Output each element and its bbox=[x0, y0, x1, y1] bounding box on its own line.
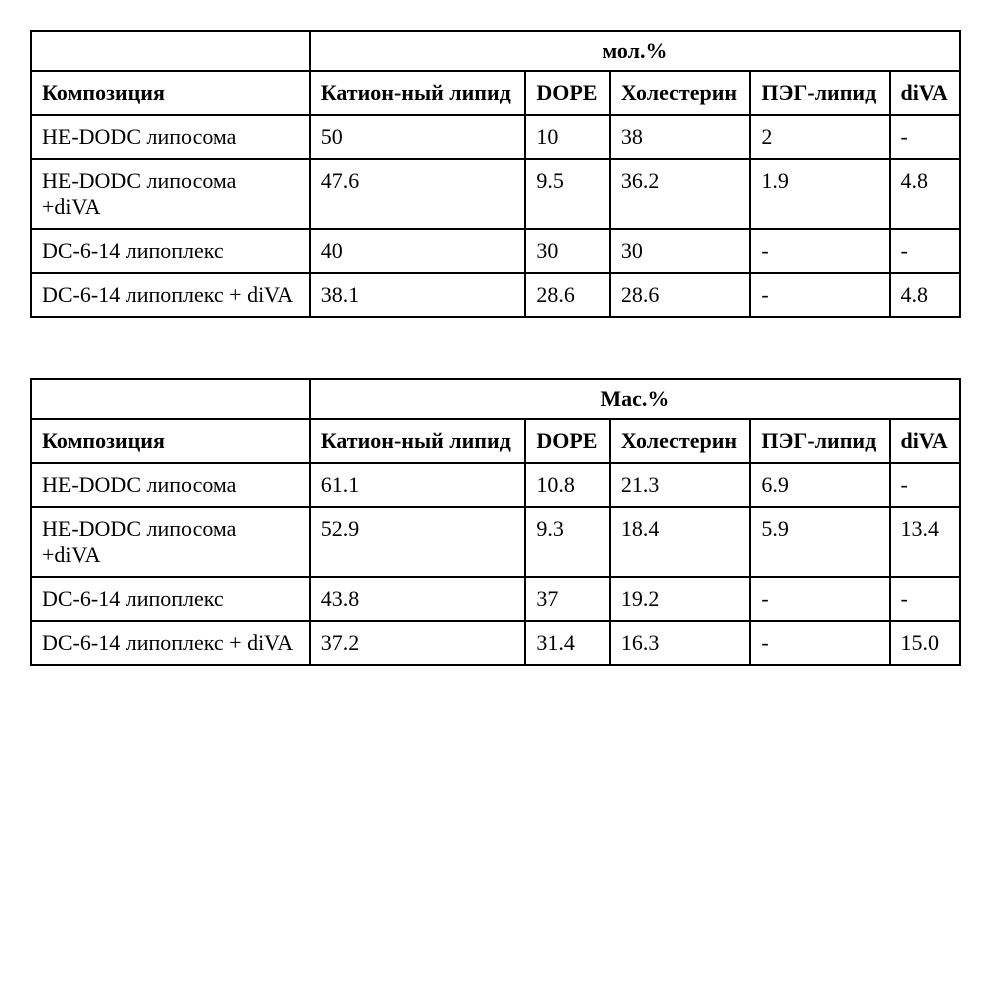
table-row: HE-DODC липосома +diVA 52.9 9.3 18.4 5.9… bbox=[31, 507, 960, 577]
cell: 28.6 bbox=[610, 273, 751, 317]
cell: DC-6-14 липоплекс bbox=[31, 229, 310, 273]
cell: 31.4 bbox=[525, 621, 610, 665]
cell: - bbox=[750, 273, 889, 317]
table-row: HE-DODC липосома 50 10 38 2 - bbox=[31, 115, 960, 159]
cell: HE-DODC липосома bbox=[31, 115, 310, 159]
cell: HE-DODC липосома +diVA bbox=[31, 159, 310, 229]
col-header: diVA bbox=[890, 419, 961, 463]
col-header: Холестерин bbox=[610, 419, 751, 463]
col-header: diVA bbox=[890, 71, 961, 115]
col-header: DOPE bbox=[525, 71, 610, 115]
col-header: ПЭГ-липид bbox=[750, 71, 889, 115]
cell: 40 bbox=[310, 229, 526, 273]
cell: 6.9 bbox=[750, 463, 889, 507]
cell: 38 bbox=[610, 115, 751, 159]
cell: 16.3 bbox=[610, 621, 751, 665]
cell: 52.9 bbox=[310, 507, 526, 577]
cell: - bbox=[890, 463, 961, 507]
cell: 30 bbox=[610, 229, 751, 273]
cell: 47.6 bbox=[310, 159, 526, 229]
blank-cell bbox=[31, 379, 310, 419]
table-row: HE-DODC липосома 61.1 10.8 21.3 6.9 - bbox=[31, 463, 960, 507]
cell: - bbox=[750, 621, 889, 665]
cell: DC-6-14 липоплекс bbox=[31, 577, 310, 621]
table-row: DC-6-14 липоплекс + diVA 37.2 31.4 16.3 … bbox=[31, 621, 960, 665]
cell: 9.3 bbox=[525, 507, 610, 577]
cell: - bbox=[750, 229, 889, 273]
col-header: Композиция bbox=[31, 419, 310, 463]
mol-percent-table: мол.% Композиция Катион-ный липид DOPE Х… bbox=[30, 30, 961, 318]
col-header: Композиция bbox=[31, 71, 310, 115]
cell: 10.8 bbox=[525, 463, 610, 507]
cell: 9.5 bbox=[525, 159, 610, 229]
group-header: Мас.% bbox=[310, 379, 960, 419]
cell: 43.8 bbox=[310, 577, 526, 621]
cell: DC-6-14 липоплекс + diVA bbox=[31, 621, 310, 665]
cell: 4.8 bbox=[890, 273, 961, 317]
cell: 61.1 bbox=[310, 463, 526, 507]
col-header: Катион-ный липид bbox=[310, 419, 526, 463]
col-header: DOPE bbox=[525, 419, 610, 463]
cell: 37.2 bbox=[310, 621, 526, 665]
group-header: мол.% bbox=[310, 31, 960, 71]
table-row: DC-6-14 липоплекс 43.8 37 19.2 - - bbox=[31, 577, 960, 621]
cell: - bbox=[890, 229, 961, 273]
cell: 38.1 bbox=[310, 273, 526, 317]
cell: 36.2 bbox=[610, 159, 751, 229]
col-header: ПЭГ-липид bbox=[750, 419, 889, 463]
col-header: Катион-ный липид bbox=[310, 71, 526, 115]
cell: 18.4 bbox=[610, 507, 751, 577]
cell: - bbox=[750, 577, 889, 621]
cell: 1.9 bbox=[750, 159, 889, 229]
cell: 50 bbox=[310, 115, 526, 159]
cell: 4.8 bbox=[890, 159, 961, 229]
blank-cell bbox=[31, 31, 310, 71]
cell: - bbox=[890, 577, 961, 621]
table-row: DC-6-14 липоплекс + diVA 38.1 28.6 28.6 … bbox=[31, 273, 960, 317]
cell: 15.0 bbox=[890, 621, 961, 665]
cell: - bbox=[890, 115, 961, 159]
cell: 5.9 bbox=[750, 507, 889, 577]
cell: 30 bbox=[525, 229, 610, 273]
cell: 19.2 bbox=[610, 577, 751, 621]
cell: 13.4 bbox=[890, 507, 961, 577]
cell: DC-6-14 липоплекс + diVA bbox=[31, 273, 310, 317]
cell: 37 bbox=[525, 577, 610, 621]
table-row: HE-DODC липосома +diVA 47.6 9.5 36.2 1.9… bbox=[31, 159, 960, 229]
cell: 21.3 bbox=[610, 463, 751, 507]
mass-percent-table: Мас.% Композиция Катион-ный липид DOPE Х… bbox=[30, 378, 961, 666]
cell: 10 bbox=[525, 115, 610, 159]
table-row: DC-6-14 липоплекс 40 30 30 - - bbox=[31, 229, 960, 273]
cell: 28.6 bbox=[525, 273, 610, 317]
col-header: Холестерин bbox=[610, 71, 751, 115]
cell: 2 bbox=[750, 115, 889, 159]
cell: HE-DODC липосома +diVA bbox=[31, 507, 310, 577]
cell: HE-DODC липосома bbox=[31, 463, 310, 507]
